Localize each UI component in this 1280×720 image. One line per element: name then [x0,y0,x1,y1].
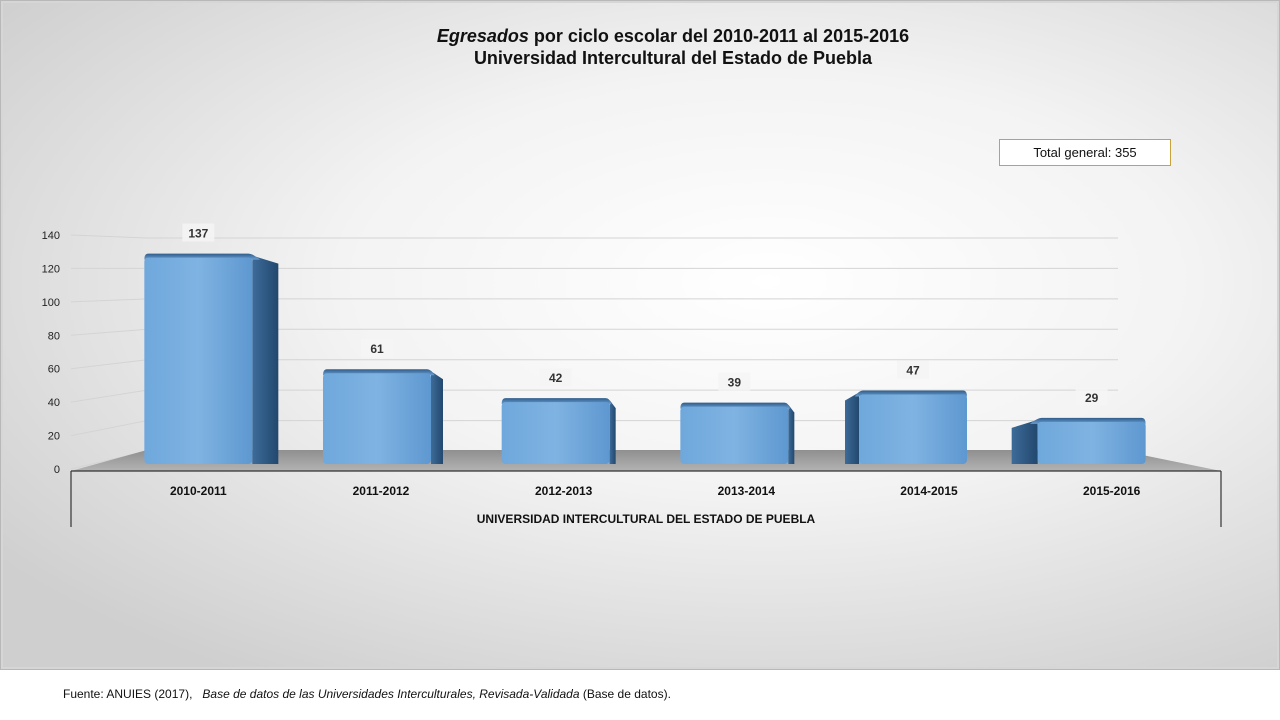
bar-chart: Egresados por ciclo escolar del 2010-201… [42,26,1222,527]
chart-title: Egresados por ciclo escolar del 2010-201… [437,26,909,46]
bar-front [144,257,253,464]
bar [680,402,795,464]
y-tick-label: 40 [48,397,60,409]
bar [1011,417,1146,464]
bar [144,253,279,464]
y-tick-label: 20 [48,431,60,443]
x-tick-label: 2013-2014 [718,484,776,498]
x-tick-label: 2012-2013 [535,484,593,498]
data-label-bg [718,372,751,391]
x-tick-label: 2014-2015 [900,484,958,498]
source-title: Base de datos de las Universidades Inter… [202,687,580,701]
bar-side [609,400,616,464]
x-tick-label: 2010-2011 [170,484,227,498]
bar-side [431,371,443,464]
bar-side [845,392,859,464]
chart-title-rest: por ciclo escolar del 2010-2011 al 2015-… [529,26,909,46]
bar-front [501,402,610,464]
data-label: 47 [906,363,920,377]
data-label: 61 [370,342,384,356]
x-group-label: UNIVERSIDAD INTERCULTURAL DEL ESTADO DE … [477,512,816,526]
data-label: 29 [1085,391,1099,405]
bar-front [323,373,431,464]
source-prefix: Fuente: ANUIES (2017), [63,687,193,701]
bar-side [252,255,279,464]
data-label-bg [539,368,572,387]
data-label: 137 [188,227,208,241]
data-label-bg [897,360,929,379]
total-annotation: Total general: 355 [999,139,1171,166]
bar [845,390,967,464]
data-label-bg [361,339,393,358]
source-suffix: (Base de datos). [582,687,671,701]
y-tick-label: 0 [54,464,60,476]
bars [144,253,1146,464]
data-label-bg [182,223,215,242]
bar-front [680,406,789,464]
bar-front [859,394,967,464]
x-tick-label: 2011-2012 [353,484,410,498]
bar [323,369,443,464]
source-note: Fuente: ANUIES (2017), Base de datos de … [63,687,671,701]
bar-front [1037,421,1146,464]
x-axis: 2010-2011 2011-2012 2012-2013 2013-2014 2014… [70,470,1222,527]
data-label: 42 [549,371,563,385]
y-tick-label: 100 [42,297,60,309]
chart-title-italic: Egresados [437,26,529,46]
data-label: 39 [728,376,742,390]
data-label-bg [1075,387,1108,406]
gridline [70,234,1118,239]
x-tick-label: 2015-2016 [1083,484,1141,498]
bar-side [1011,419,1038,464]
y-axis: 0 20 40 60 80 100 120 140 [42,230,60,476]
bar [501,398,616,464]
y-tick-label: 80 [48,330,60,342]
y-tick-label: 120 [42,263,60,275]
data-labels: 137 61 42 39 47 29 [182,223,1108,406]
chart-subtitle: Universidad Intercultural del Estado de … [474,48,873,68]
bar-side [788,404,795,464]
chart-frame: Egresados por ciclo escolar del 2010-201… [0,0,1280,670]
y-tick-label: 140 [42,230,60,242]
y-tick-label: 60 [48,364,60,376]
